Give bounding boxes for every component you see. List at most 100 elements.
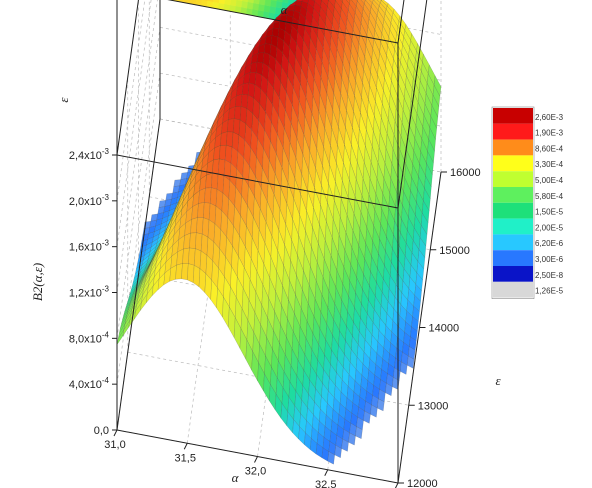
legend-swatch (493, 187, 533, 203)
surface-cell (181, 263, 189, 281)
surface-cell (226, 131, 234, 148)
surface-cell (327, 451, 335, 465)
back-epsilon-axis-label: ε (56, 97, 71, 103)
legend-swatch (493, 108, 533, 124)
grid-line (116, 73, 161, 385)
legend-swatch (493, 250, 533, 266)
legend-label: 1,90E-3 (535, 129, 564, 138)
legend-swatch (493, 266, 533, 282)
legend-label: 5,80E-4 (535, 192, 564, 201)
contour-cell (218, 0, 226, 5)
y-axis-label: B2(α,ε) (30, 263, 45, 301)
legend-swatch (493, 123, 533, 140)
surface-cell (385, 383, 393, 396)
y-tick-exponent: -3 (102, 193, 110, 202)
contour-cell (202, 0, 209, 1)
surface-cell (341, 438, 349, 452)
contour-cell (264, 0, 272, 7)
legend-swatch (493, 218, 533, 235)
contour-cell (270, 0, 278, 8)
legend-label: 3,00E-6 (535, 255, 564, 264)
x-tick-mark (394, 482, 399, 488)
legend-label: 5,00E-4 (535, 176, 564, 185)
surface-cell (392, 377, 400, 390)
x-tick-label: 31,5 (175, 452, 196, 464)
legend-label: 2,50E-8 (535, 271, 564, 280)
contour-cell (276, 0, 284, 3)
epsilon-axis-label: ε (495, 373, 501, 388)
y-tick-exponent: -3 (102, 285, 110, 294)
surface-cell (370, 404, 378, 418)
eps-tick-label: 13000 (418, 400, 449, 412)
legend-swatch (493, 139, 533, 156)
surface-cell (355, 426, 363, 439)
eps-tick-label: 16000 (450, 167, 481, 179)
legend-label: 1,26E-5 (535, 287, 564, 296)
y-tick-label: 2,4x10-3 (69, 147, 110, 162)
grid-line (116, 27, 161, 339)
x-tick-label: 31,0 (104, 439, 125, 451)
x-tick-label: 32,5 (315, 479, 336, 488)
contour-cell (253, 0, 260, 5)
eps-tick-label: 14000 (429, 323, 460, 335)
contour-cell (224, 0, 232, 6)
contour-cell (235, 0, 243, 8)
frame-edge (116, 118, 161, 431)
legend-label: 2,00E-5 (535, 223, 564, 232)
eps-tick-label: 15000 (439, 245, 470, 257)
legend-swatch (493, 281, 533, 298)
contour-cell (241, 0, 249, 9)
legend-swatch (493, 234, 533, 251)
surface-cell (348, 432, 356, 446)
y-tick-label: 2,0x10-3 (69, 193, 110, 208)
legend-label: 8,60E-4 (535, 144, 564, 153)
eps-tick-label: 12000 (407, 478, 438, 488)
x-tick-mark (324, 469, 329, 476)
x-tick-mark (183, 443, 188, 450)
surface-3d (116, 0, 442, 465)
x-axis-label: α (232, 470, 240, 485)
contour-cell (258, 0, 266, 6)
grid-line (116, 0, 139, 156)
surface-cell (377, 398, 385, 412)
surface-cell (242, 82, 250, 96)
contour-cell (236, 0, 243, 2)
surface-cell (192, 265, 201, 288)
legend-label: 3,30E-4 (535, 160, 564, 169)
surface-cell (189, 232, 197, 249)
grid-line (116, 0, 158, 293)
color-legend: 2,60E-3 1,90E-3 8,60E-4 3,30E-4 5,00E-4 5,80E… (491, 106, 564, 299)
surface-cell (407, 355, 415, 369)
y-tick-label: 1,2x10-3 (69, 285, 110, 300)
frame-edge (116, 0, 139, 156)
axis-labels: α α ε ε B2(α,ε) (30, 2, 501, 485)
contour-cell (242, 0, 249, 3)
contour-cell (282, 0, 289, 4)
top-axis-label: α (281, 2, 289, 17)
contour-cell (271, 0, 278, 2)
x-tick-mark (254, 456, 258, 463)
frame-edge (116, 154, 399, 209)
y-tick-label: 4,0x10-4 (69, 376, 110, 391)
legend-swatch (493, 171, 533, 187)
frame-edge (167, 0, 399, 44)
surface-cell (250, 61, 258, 73)
y-tick-exponent: -4 (102, 330, 110, 339)
y-tick-exponent: -3 (102, 239, 110, 248)
contour-cell (258, 3, 266, 12)
y-tick-label: 8,0x10-4 (69, 330, 110, 345)
contour-cell (207, 0, 214, 3)
legend-label: 1,50E-5 (535, 208, 564, 217)
surface-cell (400, 361, 408, 375)
surface-cell (363, 410, 371, 424)
y-tick-label: 1,6x10-3 (69, 239, 110, 254)
contour-cell (230, 0, 237, 7)
x-tick-label: 32,0 (245, 466, 266, 478)
legend-frame (491, 106, 535, 299)
grid-line (116, 0, 146, 201)
tick-labels: 31,031,532,032,533,031,031,532,032,533,0… (69, 147, 481, 488)
surface-cell (234, 106, 242, 121)
contour-cell (287, 0, 295, 5)
grid-line (116, 0, 152, 247)
